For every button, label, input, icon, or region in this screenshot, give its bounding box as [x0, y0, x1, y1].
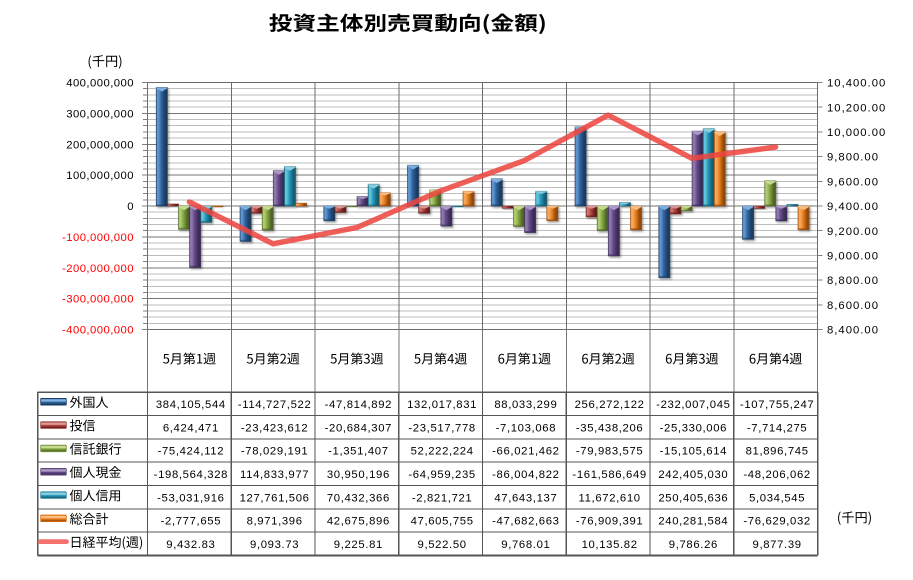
svg-text:-76,629,032: -76,629,032: [743, 516, 810, 528]
svg-text:-35,438,206: -35,438,206: [576, 422, 643, 434]
svg-text:-100,000,000: -100,000,000: [62, 232, 134, 244]
svg-text:-75,424,112: -75,424,112: [158, 446, 225, 458]
svg-text:-47,682,663: -47,682,663: [492, 516, 559, 528]
svg-text:9,522.50: 9,522.50: [418, 539, 467, 551]
svg-text:132,017,831: 132,017,831: [407, 399, 477, 411]
svg-text:127,761,506: 127,761,506: [240, 492, 310, 504]
svg-text:9,768.01: 9,768.01: [501, 539, 550, 551]
svg-text:11,672,610: 11,672,610: [579, 492, 641, 504]
svg-text:88,033,299: 88,033,299: [494, 399, 557, 411]
svg-text:240,281,584: 240,281,584: [658, 516, 728, 528]
svg-text:8,600.00: 8,600.00: [827, 300, 879, 312]
svg-text:10,000.00: 10,000.00: [827, 127, 886, 139]
svg-text:-53,031,916: -53,031,916: [157, 492, 224, 504]
svg-text:9,800.00: 9,800.00: [827, 152, 879, 164]
svg-text:-48,206,062: -48,206,062: [743, 469, 810, 481]
svg-text:70,432,366: 70,432,366: [327, 492, 390, 504]
svg-text:-300,000,000: -300,000,000: [62, 294, 134, 306]
svg-text:256,272,122: 256,272,122: [575, 399, 645, 411]
svg-text:-86,004,822: -86,004,822: [492, 469, 559, 481]
svg-text:-200,000,000: -200,000,000: [62, 263, 134, 275]
svg-text:8,800.00: 8,800.00: [827, 275, 879, 287]
svg-text:9,400.00: 9,400.00: [827, 201, 879, 213]
svg-text:9,600.00: 9,600.00: [827, 176, 879, 188]
svg-text:-79,983,575: -79,983,575: [576, 446, 643, 458]
svg-text:9,200.00: 9,200.00: [827, 226, 879, 238]
svg-text:52,222,224: 52,222,224: [411, 446, 474, 458]
svg-text:200,000,000: 200,000,000: [66, 139, 134, 151]
svg-text:42,675,896: 42,675,896: [327, 516, 390, 528]
svg-text:-161,586,649: -161,586,649: [572, 469, 646, 481]
svg-text:-15,105,614: -15,105,614: [660, 446, 727, 458]
svg-text:-23,423,612: -23,423,612: [241, 422, 308, 434]
svg-text:-25,330,006: -25,330,006: [660, 422, 727, 434]
svg-text:6,424,471: 6,424,471: [163, 422, 219, 434]
svg-text:-47,814,892: -47,814,892: [325, 399, 392, 411]
svg-text:-7,714,275: -7,714,275: [747, 422, 808, 434]
svg-text:-107,755,247: -107,755,247: [740, 399, 814, 411]
svg-text:30,950,196: 30,950,196: [327, 469, 390, 481]
svg-text:384,105,544: 384,105,544: [156, 399, 226, 411]
svg-text:-2,777,655: -2,777,655: [161, 516, 222, 528]
svg-text:-66,021,462: -66,021,462: [492, 446, 559, 458]
svg-text:-114,727,522: -114,727,522: [238, 399, 312, 411]
svg-text:400,000,000: 400,000,000: [66, 78, 134, 90]
svg-text:-1,351,407: -1,351,407: [328, 446, 389, 458]
svg-text:9,093.73: 9,093.73: [250, 539, 299, 551]
svg-text:-64,959,235: -64,959,235: [408, 469, 475, 481]
svg-text:9,432.83: 9,432.83: [166, 539, 215, 551]
svg-text:5,034,545: 5,034,545: [749, 492, 805, 504]
svg-text:10,400.00: 10,400.00: [827, 78, 886, 90]
svg-text:-2,821,721: -2,821,721: [412, 492, 473, 504]
svg-text:114,833,977: 114,833,977: [240, 469, 309, 481]
svg-text:100,000,000: 100,000,000: [66, 170, 134, 182]
svg-text:242,405,030: 242,405,030: [658, 469, 728, 481]
svg-text:-78,029,191: -78,029,191: [241, 446, 308, 458]
svg-text:-400,000,000: -400,000,000: [62, 325, 134, 337]
svg-text:10,135.82: 10,135.82: [582, 539, 638, 551]
svg-text:0: 0: [127, 201, 134, 213]
svg-text:-198,564,328: -198,564,328: [154, 469, 228, 481]
svg-text:-76,909,391: -76,909,391: [576, 516, 643, 528]
svg-text:-20,684,307: -20,684,307: [325, 422, 392, 434]
svg-text:47,643,137: 47,643,137: [494, 492, 557, 504]
svg-text:300,000,000: 300,000,000: [66, 108, 134, 120]
svg-text:81,896,745: 81,896,745: [746, 446, 809, 458]
svg-text:8,971,396: 8,971,396: [247, 516, 303, 528]
svg-text:47,605,755: 47,605,755: [411, 516, 474, 528]
svg-text:-232,007,045: -232,007,045: [656, 399, 730, 411]
svg-text:8,400.00: 8,400.00: [827, 325, 879, 337]
svg-text:9,000.00: 9,000.00: [827, 251, 879, 263]
svg-text:9,225.81: 9,225.81: [334, 539, 383, 551]
svg-text:9,877.39: 9,877.39: [753, 539, 802, 551]
svg-text:-23,517,778: -23,517,778: [408, 422, 475, 434]
svg-text:10,200.00: 10,200.00: [827, 102, 886, 114]
svg-text:9,786.26: 9,786.26: [669, 539, 718, 551]
svg-text:250,405,636: 250,405,636: [658, 492, 728, 504]
svg-text:-7,103,068: -7,103,068: [496, 422, 557, 434]
